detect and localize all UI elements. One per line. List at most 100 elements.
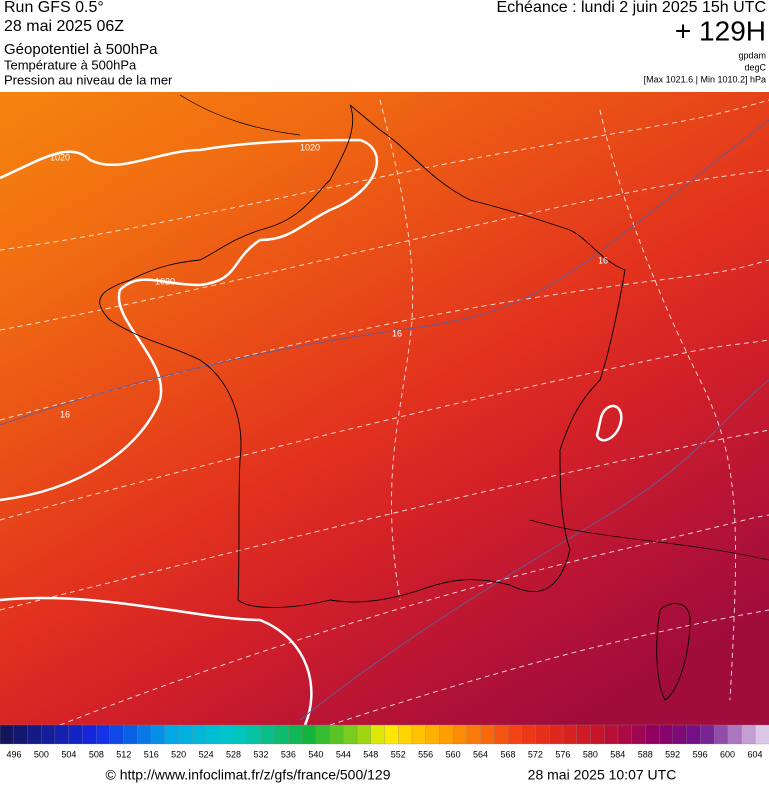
isotherm [0,119,769,426]
colorbar-swatch [535,724,550,745]
colorbar-swatch [480,724,496,745]
colorbar-swatch [315,724,331,745]
colorbar-swatch [549,724,564,745]
colorbar-swatch [439,724,454,745]
unit-label: gpdam [738,50,766,60]
colorbar-swatch [260,724,276,745]
valid-time: Echéance : lundi 2 juin 2025 15h UTC [496,0,766,16]
colorbar-label: 560 [446,749,461,759]
colorbar-swatch [164,724,180,745]
colorbar-label: 604 [747,749,762,759]
colorbar-swatch [700,724,715,745]
colorbar-swatch [13,724,29,745]
france-outline [99,104,626,608]
colorbar-label: 540 [308,749,323,759]
colorbar-swatch [150,724,166,745]
colorbar-swatch [604,724,619,745]
colorbar-label: 532 [253,749,268,759]
colorbar-label: 496 [6,749,21,759]
colorbar-swatch [370,724,386,745]
temperature-field [0,92,769,725]
temperature-contours [0,99,769,725]
lead-time: + 129H [675,15,766,46]
colorbar-swatch [219,724,235,745]
field-label: Température à 500hPa [4,57,137,72]
colorbar-label: 512 [116,749,131,759]
colorbar-swatch [590,724,605,745]
colorbar-swatch [192,724,207,745]
coastline [179,94,769,561]
colorbar-label: 588 [638,749,653,759]
colorbar-swatch [741,724,756,745]
colorbar-swatch [617,724,633,745]
colorbar-swatch [521,724,537,745]
colorbar-label: 548 [363,749,378,759]
contour-labels: 1020 1020 1020 16 16 16 [50,142,608,419]
corsica-outline [656,603,691,701]
colorbar-swatch [384,724,399,745]
run-date: 28 mai 2025 06Z [4,18,124,35]
colorbar-swatch [109,724,125,745]
colorbar-label: 520 [171,749,186,759]
contour-label: 1020 [50,152,70,162]
isotherm [299,379,769,721]
contour-label: 1020 [155,276,175,286]
colorbar-label: 568 [500,749,515,759]
colorbar-swatch [398,724,413,745]
colorbar-swatch [466,724,482,745]
contour-label: 16 [392,328,402,338]
colorbar-label: 600 [720,749,735,759]
colorbar-swatch [453,724,468,745]
colorbar: 496 500 504 508 512 516 520 524 528 532 536 540 544 5… [0,724,769,759]
colorbar-swatch [27,724,42,745]
colorbar-label: 556 [418,749,433,759]
colorbar-swatch [82,724,97,745]
contour-label: 1020 [300,142,320,152]
colorbar-swatch [54,724,70,745]
colorbar-label: 572 [528,749,543,759]
colorbar-swatch [645,724,660,745]
contour-label: 16 [60,409,70,419]
colorbar-swatch [727,724,743,745]
colorbar-label: 592 [665,749,680,759]
colorbar-label: 552 [391,749,406,759]
colorbar-label: 528 [226,749,241,759]
colorbar-label: 536 [281,749,296,759]
colorbar-swatch [274,724,290,745]
colorbar-swatch [576,724,592,745]
colorbar-swatch [425,724,441,745]
colorbar-label: 576 [555,749,570,759]
colorbar-swatch [631,724,647,745]
map [0,92,769,725]
colorbar-swatch [301,724,317,745]
run-title: Run GFS 0.5° [4,0,104,16]
colorbar-swatch [41,724,56,745]
source: © http://www.infoclimat.fr/z/gfs/france/… [106,767,391,783]
colorbar-swatch [713,724,729,745]
pressure-range: [Max 1021.6 | Min 1010.2] hPa [644,74,766,84]
colorbar-swatch [0,724,15,745]
colorbar-swatch [233,724,248,745]
colorbar-swatch [123,724,138,745]
colorbar-swatch [494,724,509,745]
colorbar-label: 516 [144,749,159,759]
colorbar-swatch [755,724,769,745]
colorbar-label: 504 [61,749,76,759]
colorbar-swatch [507,724,523,745]
colorbar-label: 584 [610,749,625,759]
colorbar-label: 544 [336,749,351,759]
colorbar-swatch [343,724,358,745]
colorbar-swatch [356,724,372,745]
colorbar-label: 580 [583,749,598,759]
field-label: Pression au niveau de la mer [4,72,173,87]
colorbar-swatch [205,724,221,745]
colorbar-swatch [411,724,427,745]
colorbar-label: 564 [473,749,488,759]
colorbar-label: 524 [199,749,214,759]
field-label: Géopotentiel à 500hPa [4,41,158,58]
colorbar-swatch [288,724,303,745]
colorbar-swatch [247,724,262,745]
colorbar-label: 508 [89,749,104,759]
colorbar-label: 500 [34,749,49,759]
